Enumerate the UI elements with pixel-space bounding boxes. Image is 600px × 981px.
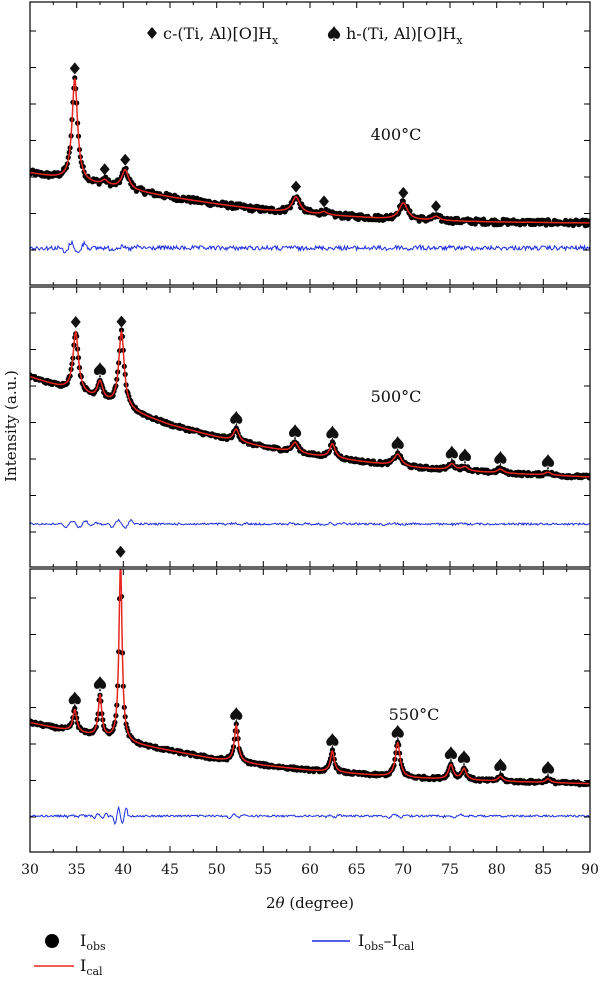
x-tick-label: 30 [21,862,39,878]
observed-dot-icon [45,934,59,948]
hexagonal-peak-spade-icon [458,448,472,464]
legend-calculated: Ical [34,956,103,978]
peak-markers-1 [70,315,555,470]
legend-observed-label: Iobs [80,931,106,953]
panel-frame-0 [29,1,591,286]
hexagonal-peak-spade-icon [391,724,404,740]
hexagonal-peak-spade-icon [444,746,458,762]
phase-legend-cubic: c-(Ti, Al)[O]Hx [147,24,279,47]
observed-point [64,380,70,386]
temperature-label-2: 550°C [389,705,440,724]
x-tick-label: 55 [254,862,272,878]
observed-point [72,75,78,81]
x-tick-label: 50 [208,862,226,878]
peak-markers-2 [68,545,555,776]
phase-legend-cubic-label: c-(Ti, Al)[O]Hx [163,24,279,47]
observed-series-2 [30,559,590,788]
cubic-peak-diamond-icon [70,315,81,328]
panel-frames [29,1,591,853]
phase-legend-hexagonal-label: h-(Ti, Al)[O]Hx [346,24,463,47]
spade-marker-icon [327,26,341,41]
panel-1-plot-area [30,327,590,529]
series-legend: Iobs Ical Iobs–Ical [34,931,415,978]
cubic-peak-diamond-icon [120,153,131,166]
panel-frame-2 [29,568,591,853]
peak-markers-0 [69,62,441,213]
calculated-series-2 [30,569,590,785]
cubic-peak-diamond-icon [398,186,409,199]
cubic-peak-diamond-icon [431,200,441,213]
x-axis-title: 2θ (degree) [266,894,354,912]
calculated-series-1 [30,328,590,478]
panel-2: 550°C [30,545,590,826]
observed-point [400,198,406,204]
x-tick-label: 85 [534,862,552,878]
x-tick-label: 65 [348,862,366,878]
hexagonal-peak-spade-icon [288,424,302,440]
x-tick-label: 35 [68,862,86,878]
hexagonal-peak-spade-icon [391,436,404,452]
legend-difference: Iobs–Ical [312,931,415,953]
x-tick-label: 60 [301,862,319,878]
panel-1: 500°C [30,315,590,529]
x-tick-label: 90 [581,862,599,878]
hexagonal-peak-spade-icon [541,454,555,470]
panel-0: 400°C [30,62,590,254]
difference-series-1 [30,518,590,529]
observed-point [110,393,116,399]
hexagonal-peak-spade-icon [326,425,339,441]
difference-series-0 [30,239,590,254]
x-axis-ticks: 30 35 40 45 50 55 60 65 70 75 80 85 90 [21,862,599,878]
hexagonal-peak-spade-icon [68,691,81,707]
phase-legend-hexagonal: h-(Ti, Al)[O]Hx [327,24,463,47]
hexagonal-peak-spade-icon [230,707,243,723]
observed-series-0 [30,75,590,229]
cubic-peak-diamond-icon [69,62,80,75]
legend-observed: Iobs [45,931,106,953]
cubic-peak-diamond-icon [115,545,126,558]
hexagonal-peak-spade-icon [93,676,107,692]
observed-point [587,218,590,224]
panel-0-plot-area [30,75,590,254]
panels: 400°C 500°C 550°C [30,62,590,826]
phase-legend: c-(Ti, Al)[O]Hx h-(Ti, Al)[O]Hx [147,24,463,47]
x-tick-label: 45 [161,862,179,878]
x-tick-label: 70 [394,862,412,878]
panel-2-plot-area [30,559,590,826]
cubic-peak-diamond-icon [319,195,329,208]
cubic-peak-diamond-icon [99,163,110,176]
hexagonal-peak-spade-icon [494,758,507,774]
temperature-label-1: 500°C [371,387,422,406]
y-axis-title: Intensity (a.u.) [2,370,20,482]
cubic-peak-diamond-icon [291,180,301,193]
hexagonal-peak-spade-icon [494,451,507,467]
legend-calculated-label: Ical [80,956,103,978]
difference-series-2 [30,805,590,826]
x-tick-label: 40 [114,862,132,878]
diamond-marker-icon [147,27,157,39]
temperature-label-0: 400°C [371,125,422,144]
hexagonal-peak-spade-icon [326,733,339,749]
cubic-peak-diamond-icon [116,315,127,328]
calculated-series-0 [30,78,590,224]
hexagonal-peak-spade-icon [541,760,555,776]
legend-difference-label: Iobs–Ical [358,931,415,953]
hexagonal-peak-spade-icon [457,750,471,766]
observed-series-1 [30,327,590,481]
x-tick-label: 80 [488,862,506,878]
hexagonal-peak-spade-icon [230,411,243,427]
hexagonal-peak-spade-icon [93,362,107,378]
x-tick-label: 75 [441,862,459,878]
observed-point [444,772,450,778]
hexagonal-peak-spade-icon [445,445,458,461]
observed-point [118,559,123,564]
